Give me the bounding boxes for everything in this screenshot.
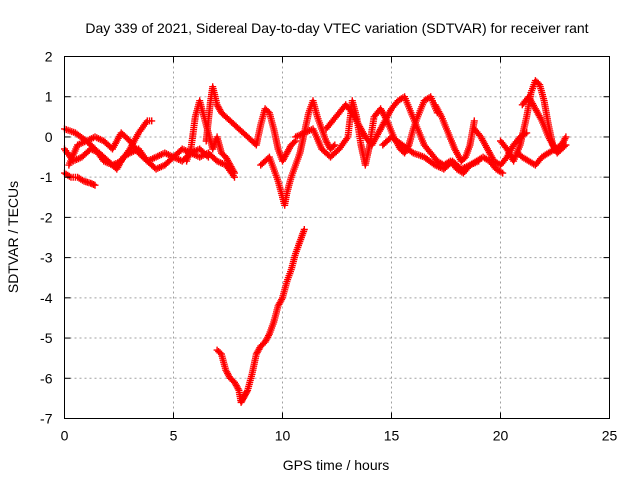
data-point-marker (562, 133, 570, 141)
series-track-b (61, 169, 99, 189)
data-point-marker (329, 142, 337, 150)
data-point-marker (278, 295, 286, 303)
data-markers (61, 77, 570, 406)
data-point-marker (551, 145, 559, 153)
data-point-marker (204, 153, 212, 161)
data-point-marker (203, 152, 211, 160)
grid (64, 56, 610, 419)
y-tick-label: -5 (40, 330, 53, 346)
y-axis-label: SDTVAR / TECUs (5, 181, 21, 293)
chart-title: Day 339 of 2021, Sidereal Day-to-day VTE… (85, 20, 588, 36)
x-axis-label: GPS time / hours (283, 457, 390, 473)
data-point-marker (265, 332, 272, 340)
data-point-marker (234, 385, 242, 393)
y-tick-label: -6 (40, 370, 53, 386)
series-track-h (213, 226, 308, 406)
data-point-marker (499, 169, 507, 177)
series-track-l (431, 101, 478, 165)
series-track-g (257, 97, 339, 209)
series-track-e (183, 97, 238, 177)
series-track-o (514, 133, 570, 169)
y-tick-label: -1 (40, 169, 53, 185)
data-point-marker (243, 388, 251, 396)
series-track-p (518, 93, 559, 153)
data-point-marker (148, 117, 156, 125)
y-tick-label: 1 (45, 89, 53, 105)
x-tick-label: 10 (275, 428, 291, 444)
x-tick-label: 20 (493, 428, 509, 444)
data-point-marker (475, 157, 483, 165)
x-tick-label: 0 (61, 428, 69, 444)
data-point-marker (300, 226, 308, 233)
series-track-n (497, 77, 570, 165)
data-point-marker (79, 176, 86, 184)
y-tick-label: -4 (40, 290, 53, 306)
plot-frame (64, 56, 610, 419)
data-point-marker (331, 141, 339, 149)
data-point-marker (65, 172, 73, 180)
series-track-d (65, 129, 212, 173)
data-point-marker (231, 169, 238, 177)
y-tick-label: -2 (40, 209, 53, 225)
data-point-marker (470, 117, 478, 125)
y-tick-label: -3 (40, 250, 53, 266)
y-tick-label: 0 (45, 129, 53, 145)
series-track-k (379, 133, 483, 173)
y-tick-label: -7 (40, 411, 53, 427)
y-tick-label: 2 (45, 49, 53, 65)
axis-ticks: 0 5 10 15 20 25 -7 -6 -5 -4 -3 -2 -1 0 1 2 (40, 49, 617, 444)
data-point-marker (230, 168, 238, 175)
data-point-marker (290, 138, 298, 146)
x-tick-label: 25 (602, 428, 618, 444)
data-point-marker (91, 181, 99, 189)
series-track-c (61, 117, 156, 169)
x-tick-label: 15 (384, 428, 400, 444)
series-track-f (202, 83, 300, 165)
x-tick-label: 5 (170, 428, 178, 444)
